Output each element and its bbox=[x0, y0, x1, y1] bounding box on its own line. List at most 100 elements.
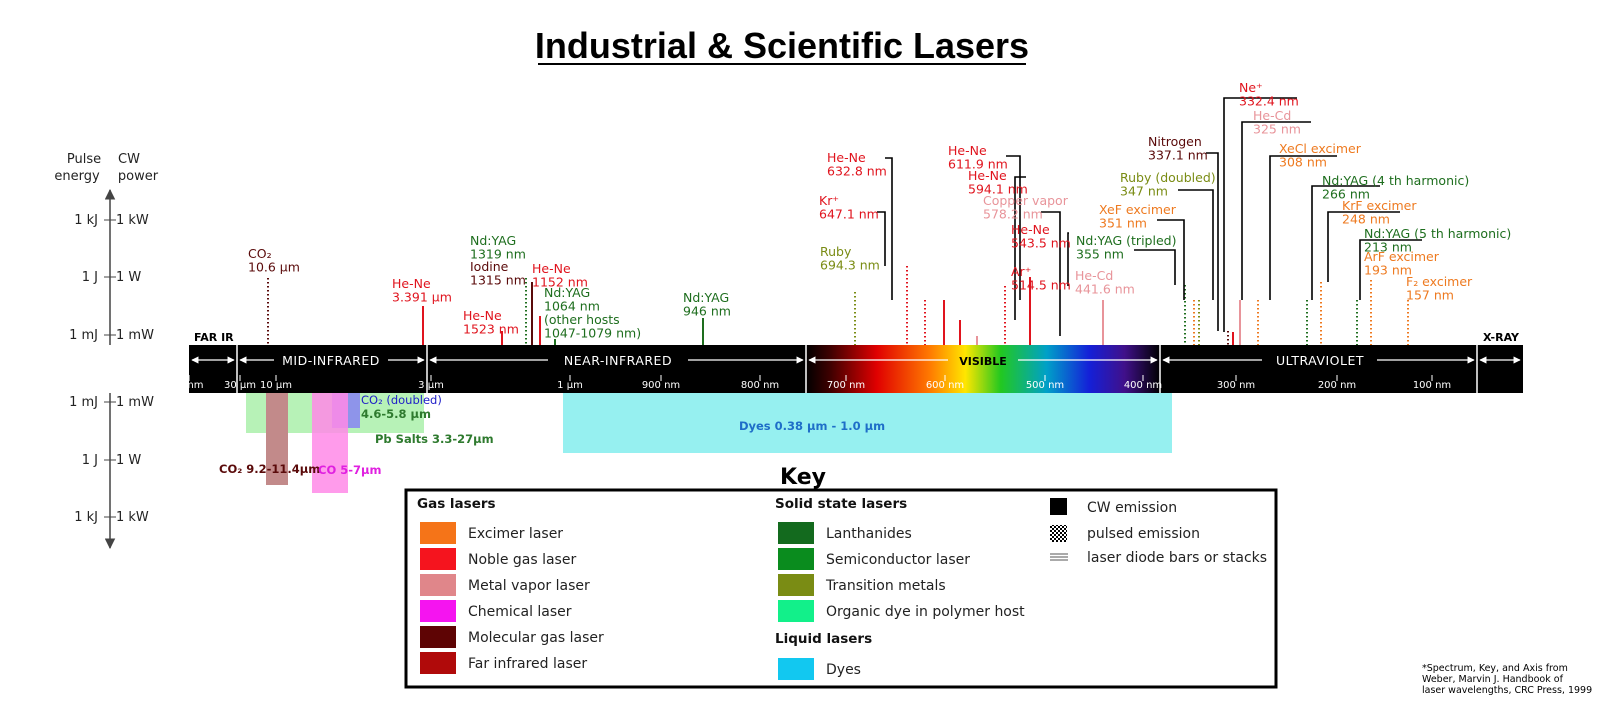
key-label-cw-emission: CW emission bbox=[1087, 500, 1177, 516]
axis-header-power-2: power bbox=[118, 169, 159, 184]
laser-label: Nd:YAG bbox=[683, 290, 729, 305]
label-leader-line bbox=[885, 157, 893, 300]
key-label: Molecular gas laser bbox=[468, 630, 604, 646]
laser-label: 332.4 nm bbox=[1239, 94, 1299, 109]
region-label-x-ray: X-RAY bbox=[1483, 331, 1520, 344]
key-swatch bbox=[420, 600, 456, 622]
axis-header-energy-2: energy bbox=[54, 169, 100, 184]
legend-key: Key Gas lasers Solid state lasers Liquid… bbox=[404, 465, 1278, 689]
wavelength-tick-label: 500 nm bbox=[1026, 380, 1064, 391]
key-label: Chemical laser bbox=[468, 604, 572, 620]
laser-label: Nd:YAG bbox=[470, 233, 516, 248]
key-border bbox=[404, 488, 1278, 689]
axis-energy-1mj-upper: 1 mJ bbox=[69, 328, 98, 343]
power-axis: Pulse energy CW power 1 kJ 1 kW 1 J 1 W … bbox=[54, 152, 159, 550]
label-leader-line bbox=[1134, 249, 1176, 285]
laser-label: He-Cd bbox=[1253, 108, 1291, 123]
axis-header-energy-1: Pulse bbox=[67, 152, 101, 167]
key-title: Key bbox=[780, 465, 826, 490]
axis-power-1mw-upper: 1 mW bbox=[116, 328, 154, 343]
wavelength-tick-label: 3 µm bbox=[418, 380, 444, 391]
key-swatch bbox=[778, 574, 814, 596]
laser-label: 1523 nm bbox=[463, 322, 519, 337]
label-leader-line bbox=[1269, 155, 1337, 300]
key-label: Metal vapor laser bbox=[468, 578, 590, 594]
wavelength-tick-label: 200 nm bbox=[1318, 380, 1356, 391]
label-leader-line bbox=[1359, 239, 1422, 300]
key-swatch bbox=[420, 548, 456, 570]
key-swatch bbox=[420, 574, 456, 596]
axis-energy-1mj-lower: 1 mJ bbox=[69, 395, 98, 410]
band-label-pb-salts: Pb Salts 3.3-27µm bbox=[375, 432, 494, 446]
label-leader-line bbox=[877, 211, 886, 266]
laser-label: He-Ne bbox=[827, 150, 866, 165]
region-label-near-infrared: NEAR-INFRARED bbox=[564, 353, 672, 368]
band-label-co2-9-11: CO₂ 9.2-11.4µm bbox=[219, 462, 320, 476]
laser-label: 441.6 nm bbox=[1075, 282, 1135, 297]
laser-label: 543.5 nm bbox=[1011, 236, 1071, 251]
label-leader-line bbox=[1311, 185, 1380, 300]
laser-label: He-Ne bbox=[532, 261, 571, 276]
key-swatch bbox=[778, 548, 814, 570]
key-header-gas-lasers: Gas lasers bbox=[417, 496, 496, 512]
axis-energy-1kj-upper: 1 kJ bbox=[74, 213, 98, 228]
laser-label: 594.1 nm bbox=[968, 182, 1028, 197]
laser-label: Ruby (doubled) bbox=[1120, 170, 1216, 185]
wavelength-tick-label: 900 nm bbox=[642, 380, 680, 391]
spectrum-bar: FAR IR MID-INFRARED NEAR-INFRARED VISIBL… bbox=[174, 331, 1523, 393]
emission-lines bbox=[267, 266, 1409, 345]
laser-label: Nd:YAG (tripled) bbox=[1076, 233, 1176, 248]
wavelength-tick-label: 100 nm bbox=[1413, 380, 1451, 391]
axis-power-1mw-lower: 1 mW bbox=[116, 395, 154, 410]
axis-energy-1j-upper: 1 J bbox=[82, 270, 98, 285]
band-co-5-7 bbox=[312, 393, 348, 493]
laser-label: He-Ne bbox=[1011, 222, 1050, 237]
label-leader-line bbox=[1014, 176, 1026, 320]
key-swatch bbox=[778, 600, 814, 622]
citation-line-1: *Spectrum, Key, and Axis from bbox=[1422, 663, 1568, 674]
laser-label: 347 nm bbox=[1120, 184, 1168, 199]
band-co2-9-11 bbox=[266, 393, 288, 485]
key-label: Lanthanides bbox=[826, 526, 912, 542]
wavelength-tick-label: 600 nm bbox=[926, 380, 964, 391]
laser-label: Iodine bbox=[470, 259, 509, 274]
region-label-visible: VISIBLE bbox=[959, 355, 1007, 368]
laser-label: 248 nm bbox=[1342, 212, 1390, 227]
citation-line-3: laser wavelengths, CRC Press, 1999 bbox=[1422, 685, 1592, 696]
laser-label: 647.1 nm bbox=[819, 207, 879, 222]
key-label: Dyes bbox=[826, 662, 861, 678]
wavelength-ticks: 1 mm 30 µm 10 µm 3 µm 1 µm 900 nm 800 nm 700 nm… bbox=[174, 375, 1451, 391]
laser-label: He-Ne bbox=[392, 276, 431, 291]
key-label: Semiconductor laser bbox=[826, 552, 970, 568]
band-dyes bbox=[563, 393, 1172, 453]
key-swatch bbox=[420, 652, 456, 674]
laser-label: ArF excimer bbox=[1364, 249, 1440, 264]
band-label-co2-doubled-range: 4.6-5.8 µm bbox=[361, 407, 431, 421]
laser-label: XeCl excimer bbox=[1279, 141, 1362, 156]
laser-label: Copper vapor bbox=[983, 193, 1069, 208]
axis-header-power-1: CW bbox=[118, 152, 140, 167]
label-leader-line bbox=[1006, 155, 1021, 300]
band-label-co-5-7: CO 5-7µm bbox=[318, 463, 381, 477]
wavelength-tick-label: 30 µm bbox=[224, 380, 256, 391]
laser-label: CO₂ bbox=[248, 246, 272, 261]
laser-label: 351 nm bbox=[1099, 216, 1147, 231]
laser-label: Ne⁺ bbox=[1239, 80, 1263, 95]
key-swatch bbox=[420, 626, 456, 648]
label-leader-line bbox=[1157, 219, 1185, 300]
laser-label: 355 nm bbox=[1076, 247, 1124, 262]
axis-power-1w-upper: 1 W bbox=[116, 270, 141, 285]
wavelength-tick-label: 1 mm bbox=[174, 380, 203, 391]
label-leader-line bbox=[1241, 121, 1311, 300]
laser-label: 325 nm bbox=[1253, 122, 1301, 137]
laser-label: 308 nm bbox=[1279, 155, 1327, 170]
laser-label: F₂ excimer bbox=[1406, 274, 1473, 289]
laser-label: 266 nm bbox=[1322, 187, 1370, 202]
wavelength-tick-label: 800 nm bbox=[741, 380, 779, 391]
laser-label: 514.5 nm bbox=[1011, 278, 1071, 293]
label-leader-line bbox=[1223, 97, 1297, 332]
label-leader-line bbox=[1327, 211, 1400, 282]
laser-label: 946 nm bbox=[683, 304, 731, 319]
laser-label: Ar⁺ bbox=[1011, 264, 1031, 279]
